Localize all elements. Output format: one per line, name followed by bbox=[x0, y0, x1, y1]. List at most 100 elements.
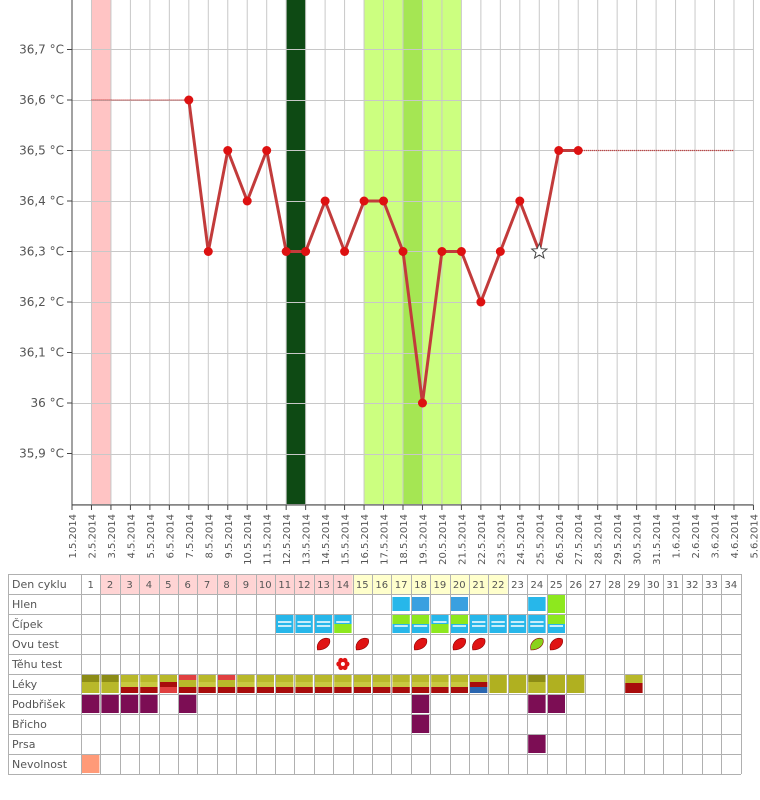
x-tick-label: 11.5.2014 bbox=[263, 514, 274, 565]
day-header-bg bbox=[216, 574, 237, 594]
data-point bbox=[262, 146, 272, 155]
day-header-bg bbox=[236, 574, 256, 594]
cell-fill bbox=[508, 675, 527, 693]
cell-fill bbox=[411, 675, 430, 682]
cell-fill bbox=[179, 675, 197, 680]
cell-fill bbox=[159, 675, 177, 682]
cell-fill bbox=[237, 687, 255, 693]
cycle-day-number: 5 bbox=[165, 580, 171, 591]
day-header-bg bbox=[410, 574, 431, 594]
ovulation-test-icon bbox=[530, 637, 544, 651]
row-label: Hlen bbox=[12, 598, 37, 611]
cell-fill bbox=[392, 615, 410, 624]
cell-fill bbox=[392, 675, 410, 682]
x-tick-label: 6.5.2014 bbox=[165, 514, 176, 559]
x-tick-label: 1.5.2014 bbox=[68, 514, 79, 559]
data-point bbox=[379, 196, 389, 206]
x-tick-label: 28.5.2014 bbox=[594, 514, 605, 565]
cell-fill bbox=[392, 597, 410, 611]
row-label: Břicho bbox=[12, 718, 47, 731]
cell-fill bbox=[314, 687, 333, 693]
day-header-bg bbox=[119, 574, 140, 594]
cell-fill bbox=[295, 687, 313, 693]
cycle-day-number: 23 bbox=[511, 580, 524, 591]
x-tick-label: 19.5.2014 bbox=[418, 514, 429, 565]
cell-fill bbox=[314, 682, 333, 687]
x-tick-label: 3.6.2014 bbox=[711, 514, 722, 559]
data-point bbox=[456, 247, 466, 256]
chart-grid bbox=[71, 0, 754, 506]
day-header-bg bbox=[566, 574, 586, 594]
cell-fill bbox=[373, 682, 391, 687]
cell-fill bbox=[198, 687, 216, 693]
cell-fill bbox=[470, 675, 488, 682]
cell-fill bbox=[101, 675, 119, 682]
data-point bbox=[320, 196, 330, 206]
day-header-bg bbox=[585, 574, 605, 594]
day-header-bg bbox=[469, 574, 489, 594]
cell-fill bbox=[470, 615, 488, 633]
ovulation-test-icon bbox=[413, 637, 428, 651]
cycle-day-number: 29 bbox=[628, 580, 641, 591]
day-header-bg bbox=[372, 574, 392, 594]
day-header-bg bbox=[701, 574, 722, 594]
chart-flat-lines bbox=[91, 99, 734, 152]
day-header-bg bbox=[624, 574, 644, 594]
ovulation-test-icon bbox=[549, 637, 563, 651]
cycle-day-number: 10 bbox=[259, 580, 272, 591]
cell-fill bbox=[353, 687, 371, 693]
cell-fill bbox=[256, 675, 274, 682]
y-tick-label: 36,5 °C bbox=[19, 144, 64, 158]
cell-fill bbox=[431, 682, 449, 687]
cycle-day-number: 6 bbox=[185, 580, 191, 591]
cell-fill bbox=[547, 675, 565, 693]
day-header-bg bbox=[275, 574, 295, 594]
x-tick-label: 2.6.2014 bbox=[691, 514, 702, 559]
cell-fill bbox=[470, 682, 488, 687]
cycle-day-number: 13 bbox=[317, 580, 330, 591]
y-tick-label: 36,1 °C bbox=[19, 346, 64, 360]
cell-fill bbox=[450, 675, 468, 682]
x-axis-ticks: 1.5.2014 2.5.2014 3.5.2014 4.5.2014 5.5.2014… bbox=[68, 505, 760, 565]
day-header-bg bbox=[643, 574, 663, 594]
cycle-day-number: 3 bbox=[126, 580, 132, 591]
y-tick-label: 36,4 °C bbox=[19, 194, 64, 208]
chart-band bbox=[402, 0, 423, 505]
cell-fill bbox=[140, 675, 158, 682]
data-point bbox=[437, 247, 447, 256]
y-tick-label: 36 °C bbox=[31, 396, 64, 410]
y-tick-label: 36,6 °C bbox=[19, 93, 64, 107]
day-header-bg bbox=[333, 574, 353, 594]
cell-fill bbox=[450, 682, 468, 687]
data-point bbox=[242, 196, 252, 206]
cell-fill bbox=[314, 675, 333, 682]
cell-fill bbox=[431, 675, 449, 682]
row-label: Těhu test bbox=[11, 658, 63, 671]
cell-fill bbox=[431, 687, 449, 693]
day-header-bg bbox=[352, 574, 372, 594]
day-header-bg bbox=[663, 574, 683, 594]
x-tick-label: 29.5.2014 bbox=[613, 514, 624, 565]
x-tick-label: 27.5.2014 bbox=[574, 514, 585, 565]
cell-fill bbox=[334, 687, 352, 693]
x-tick-label: 30.5.2014 bbox=[633, 514, 644, 565]
x-tick-label: 1.6.2014 bbox=[672, 514, 683, 559]
x-tick-label: 10.5.2014 bbox=[243, 514, 254, 565]
x-tick-label: 24.5.2014 bbox=[516, 514, 527, 565]
cell-fill bbox=[82, 695, 100, 713]
cell-fill bbox=[217, 687, 236, 693]
ovulation-test-icon bbox=[355, 637, 369, 651]
star-point-icon bbox=[530, 242, 549, 260]
cycle-day-number: 19 bbox=[434, 580, 447, 591]
cell-fill bbox=[82, 755, 100, 773]
cycle-day-number: 17 bbox=[395, 580, 408, 591]
x-tick-label: 5.6.2014 bbox=[749, 514, 760, 559]
data-point bbox=[495, 247, 505, 256]
data-point bbox=[223, 146, 233, 155]
data-point bbox=[417, 398, 427, 408]
cycle-day-number: 2 bbox=[107, 580, 113, 591]
cell-fill bbox=[392, 687, 410, 693]
cell-fill bbox=[120, 682, 139, 687]
cycle-day-number: 7 bbox=[204, 580, 210, 591]
cell-fill bbox=[140, 695, 158, 713]
